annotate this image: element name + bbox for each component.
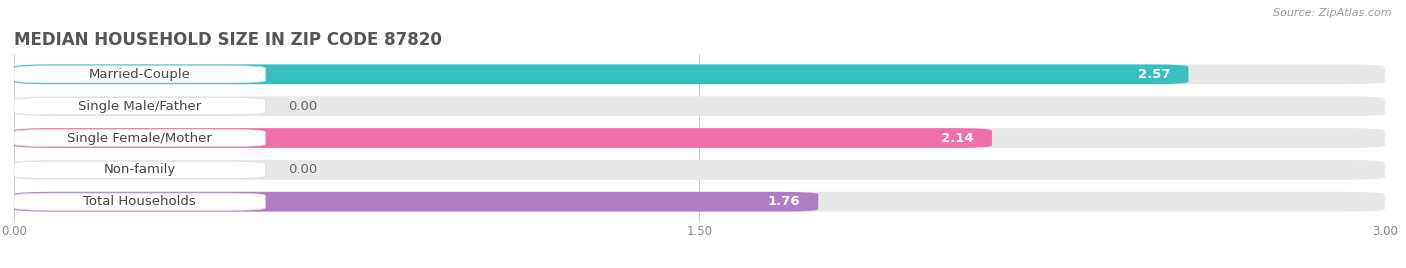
- Text: 2.14: 2.14: [941, 132, 974, 144]
- Text: 0.00: 0.00: [288, 163, 318, 176]
- Text: Total Households: Total Households: [83, 195, 195, 208]
- Text: Single Female/Mother: Single Female/Mother: [67, 132, 212, 144]
- FancyBboxPatch shape: [14, 192, 1385, 212]
- Text: Married-Couple: Married-Couple: [89, 68, 191, 81]
- FancyBboxPatch shape: [14, 193, 266, 210]
- Text: Source: ZipAtlas.com: Source: ZipAtlas.com: [1274, 8, 1392, 18]
- Text: 2.57: 2.57: [1137, 68, 1170, 81]
- FancyBboxPatch shape: [14, 98, 266, 115]
- Text: 1.76: 1.76: [768, 195, 800, 208]
- FancyBboxPatch shape: [14, 64, 1385, 84]
- FancyBboxPatch shape: [14, 66, 266, 83]
- FancyBboxPatch shape: [14, 128, 1385, 148]
- FancyBboxPatch shape: [14, 64, 1188, 84]
- Text: Single Male/Father: Single Male/Father: [79, 100, 201, 113]
- FancyBboxPatch shape: [14, 192, 818, 212]
- FancyBboxPatch shape: [14, 96, 1385, 116]
- FancyBboxPatch shape: [14, 129, 266, 147]
- FancyBboxPatch shape: [14, 161, 266, 178]
- FancyBboxPatch shape: [14, 128, 993, 148]
- Text: MEDIAN HOUSEHOLD SIZE IN ZIP CODE 87820: MEDIAN HOUSEHOLD SIZE IN ZIP CODE 87820: [14, 31, 441, 49]
- Text: Non-family: Non-family: [104, 163, 176, 176]
- Text: 0.00: 0.00: [288, 100, 318, 113]
- FancyBboxPatch shape: [14, 160, 1385, 180]
